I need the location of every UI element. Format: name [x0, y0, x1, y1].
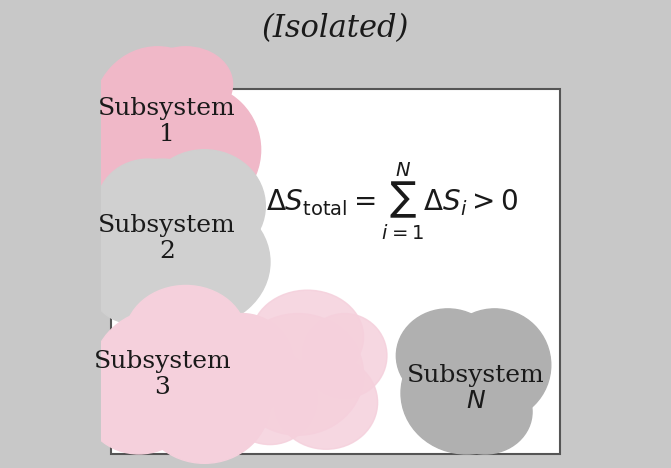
- Ellipse shape: [125, 285, 246, 388]
- Ellipse shape: [274, 356, 378, 449]
- Ellipse shape: [303, 314, 387, 398]
- FancyBboxPatch shape: [111, 89, 560, 454]
- Ellipse shape: [97, 159, 200, 253]
- Ellipse shape: [139, 47, 233, 122]
- Text: Subsystem
1: Subsystem 1: [98, 97, 236, 146]
- Ellipse shape: [120, 197, 270, 328]
- Ellipse shape: [191, 314, 293, 417]
- Ellipse shape: [397, 309, 499, 402]
- Ellipse shape: [87, 108, 191, 220]
- Ellipse shape: [144, 150, 265, 262]
- Ellipse shape: [139, 342, 270, 463]
- Ellipse shape: [92, 309, 233, 440]
- Ellipse shape: [251, 290, 364, 384]
- Ellipse shape: [92, 159, 233, 309]
- Ellipse shape: [233, 314, 364, 435]
- Ellipse shape: [92, 47, 223, 187]
- Text: Subsystem
2: Subsystem 2: [98, 214, 236, 263]
- Ellipse shape: [401, 332, 532, 454]
- Ellipse shape: [438, 309, 551, 421]
- Text: Subsystem
3: Subsystem 3: [93, 350, 231, 399]
- Ellipse shape: [130, 84, 260, 215]
- Text: $\Delta S_{\mathrm{total}} = \sum_{i=1}^{N} \Delta S_i > 0$: $\Delta S_{\mathrm{total}} = \sum_{i=1}^…: [266, 161, 518, 242]
- Text: (Isolated): (Isolated): [262, 13, 409, 44]
- Ellipse shape: [223, 351, 317, 445]
- Text: Subsystem
$N$: Subsystem $N$: [407, 364, 545, 413]
- Ellipse shape: [83, 201, 176, 323]
- Ellipse shape: [438, 370, 532, 454]
- Ellipse shape: [83, 351, 195, 454]
